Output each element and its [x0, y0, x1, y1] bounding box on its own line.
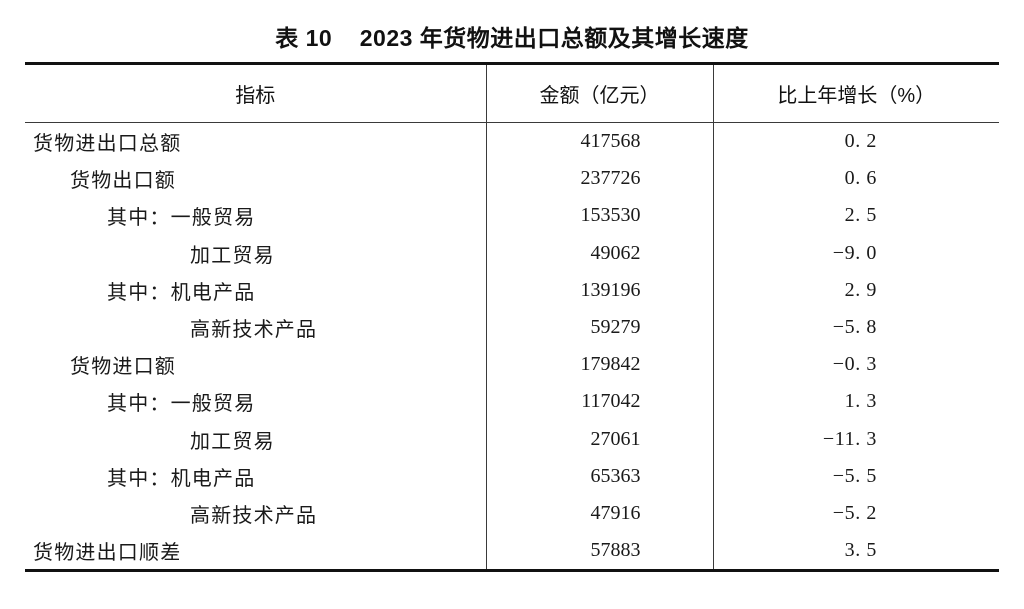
- table-row: 加工贸易 27061 −11. 3: [25, 420, 999, 458]
- row-amount-value: 65363: [485, 457, 713, 495]
- column-header-indicator: 指标: [25, 62, 486, 123]
- statistics-table-container: 指标 金额（亿元） 比上年增长（%） 货物进出口总额 417568 0. 2 货物出口…: [25, 62, 999, 573]
- row-growth-value: −0. 3: [712, 346, 999, 384]
- row-amount-value: 57883: [485, 532, 713, 573]
- table-row: 货物出口额 237726 0. 6: [25, 160, 999, 198]
- row-growth-value: −9. 0: [712, 234, 999, 272]
- row-amount-value: 27061: [485, 420, 713, 458]
- row-growth-value: 2. 5: [712, 197, 999, 235]
- row-indicator-label: 加工贸易: [190, 430, 275, 453]
- row-amount-value: 117042: [485, 383, 713, 421]
- table-row: 其中：一般贸易 153530 2. 5: [25, 197, 999, 235]
- row-growth-value: 0. 6: [712, 160, 999, 198]
- table-row: 高新技术产品 59279 −5. 8: [25, 308, 999, 347]
- row-growth-value: 2. 9: [712, 271, 999, 309]
- table-row: 加工贸易 49062 −9. 0: [25, 234, 999, 272]
- column-header-amount-label: 金额（亿元）: [539, 85, 660, 107]
- table-title: 表 10 2023 年货物进出口总额及其增长速度: [275, 25, 749, 51]
- row-amount-value: 237726: [485, 160, 713, 198]
- row-growth-value: 1. 3: [712, 383, 999, 421]
- row-growth-value: 3. 5: [712, 532, 999, 573]
- table-row: 货物进口额 179842 −0. 3: [25, 346, 999, 384]
- row-growth-value: −5. 2: [712, 494, 999, 533]
- table-row: 其中：机电产品 65363 −5. 5: [25, 457, 999, 495]
- row-growth-value: −5. 5: [712, 457, 999, 495]
- row-indicator-label: 货物进出口总额: [33, 133, 182, 156]
- table-row: 货物进出口顺差 57883 3. 5: [25, 532, 999, 573]
- column-header-amount: 金额（亿元）: [485, 62, 713, 123]
- row-indicator-label: 其中：机电产品: [107, 281, 256, 304]
- table-body: 货物进出口总额 417568 0. 2 货物出口额 237726 0. 6 其中：一般贸易 1…: [25, 122, 999, 573]
- table-row: 其中：机电产品 139196 2. 9: [25, 271, 999, 309]
- row-indicator-label: 其中：一般贸易: [107, 207, 256, 230]
- row-growth-value: −11. 3: [712, 420, 999, 458]
- row-indicator-label: 货物进口额: [70, 356, 176, 379]
- row-indicator-label: 其中：一般贸易: [107, 393, 256, 416]
- row-growth-value: −5. 8: [712, 308, 999, 347]
- row-indicator-label: 高新技术产品: [190, 319, 318, 342]
- row-amount-value: 47916: [485, 494, 713, 533]
- row-growth-value: 0. 2: [712, 122, 999, 161]
- column-header-growth: 比上年增长（%）: [712, 62, 999, 123]
- table-row: 货物进出口总额 417568 0. 2: [25, 122, 999, 161]
- row-amount-value: 139196: [485, 271, 713, 309]
- row-indicator-label: 高新技术产品: [190, 504, 318, 527]
- row-indicator-label: 货物出口额: [70, 170, 176, 193]
- row-amount-value: 179842: [485, 346, 713, 384]
- row-amount-value: 49062: [485, 234, 713, 272]
- row-indicator-label: 货物进出口顺差: [25, 532, 486, 573]
- column-header-growth-label: 比上年增长（%）: [777, 85, 936, 107]
- row-indicator-label: 加工贸易: [190, 244, 275, 267]
- table-header: 指标 金额（亿元） 比上年增长（%）: [25, 62, 999, 123]
- column-header-indicator-label: 指标: [235, 85, 276, 107]
- table-row: 其中：一般贸易 117042 1. 3: [25, 383, 999, 421]
- row-amount-value: 59279: [485, 308, 713, 347]
- row-amount-value: 153530: [485, 197, 713, 235]
- table-header-row: 指标 金额（亿元） 比上年增长（%）: [25, 62, 999, 123]
- statistics-table: 指标 金额（亿元） 比上年增长（%） 货物进出口总额 417568 0. 2 货物出口…: [25, 62, 999, 573]
- row-amount-value: 417568: [485, 122, 713, 161]
- row-indicator-label: 其中：机电产品: [107, 467, 256, 490]
- table-row: 高新技术产品 47916 −5. 2: [25, 494, 999, 533]
